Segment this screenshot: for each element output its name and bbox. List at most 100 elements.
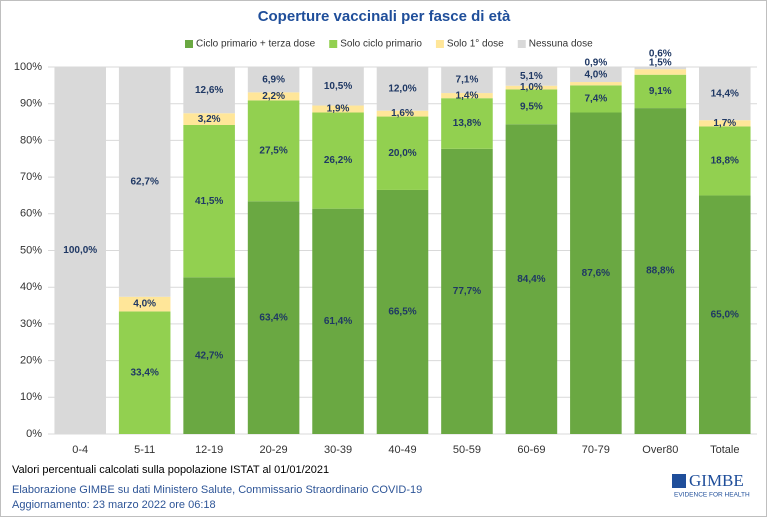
x-tick-label: 20-29: [260, 444, 288, 456]
value-label: 1,4%: [456, 90, 479, 101]
bar-segment: [505, 89, 558, 125]
bar-segment: [247, 201, 300, 434]
x-tick-label: Over80: [642, 444, 678, 456]
value-label: 65,0%: [711, 309, 739, 320]
y-tick-label: 20%: [20, 355, 42, 367]
x-tick-label: Totale: [710, 444, 739, 456]
bar-segment: [441, 67, 493, 94]
bar-segment: [634, 69, 687, 75]
bar-segment: [118, 66, 171, 297]
bar-segment: [376, 116, 429, 190]
value-label: 88,8%: [646, 266, 674, 277]
bar-segment: [634, 67, 687, 70]
value-label: 3,2%: [198, 114, 221, 125]
y-tick-label: 60%: [20, 208, 42, 220]
y-tick-label: 30%: [20, 318, 42, 330]
value-label: 14,4%: [711, 88, 739, 99]
bar-segment: [118, 311, 171, 434]
bar-segment: [312, 105, 364, 113]
x-tick-label: 60-69: [517, 444, 545, 456]
value-label: 100,0%: [63, 245, 97, 256]
bar-segment: [376, 66, 429, 111]
value-label: 1,0%: [520, 82, 543, 93]
value-label: 4,0%: [133, 299, 156, 310]
y-tick-label: 0%: [26, 428, 42, 440]
chart-title: Coperture vaccinali per fasce di età: [258, 8, 511, 25]
bar-segment: [376, 189, 429, 434]
legend-swatch: [329, 40, 338, 48]
bar-segment: [54, 67, 107, 434]
value-label: 9,1%: [649, 86, 672, 97]
bar-segment: [312, 67, 364, 106]
value-label: 20,0%: [388, 148, 416, 159]
bar-segment: [698, 126, 751, 196]
value-label: 77,7%: [453, 286, 481, 297]
x-tick-label: 70-79: [582, 444, 610, 456]
y-tick-label: 70%: [20, 171, 42, 183]
bar-segment: [441, 98, 493, 149]
bar-segment: [247, 67, 300, 93]
value-label: 0,6%: [649, 49, 672, 60]
legend-label: Ciclo primario + terza dose: [196, 39, 316, 50]
value-label: 26,2%: [324, 155, 352, 166]
logo: GIMBE EVIDENCE FOR HEALTH: [672, 471, 750, 499]
bar-segment: [247, 100, 300, 202]
bar-segment: [698, 67, 751, 121]
value-label: 7,4%: [584, 94, 607, 105]
x-tick-label: 50-59: [453, 444, 481, 456]
value-label: 1,5%: [649, 58, 672, 69]
value-label: 1,6%: [391, 108, 414, 119]
value-label: 27,5%: [259, 146, 287, 157]
value-label: 1,7%: [713, 118, 736, 129]
bar-segment: [183, 67, 235, 114]
value-label: 12,0%: [388, 83, 416, 94]
value-label: 63,4%: [259, 312, 287, 323]
value-label: 87,6%: [582, 268, 610, 279]
value-label: 33,4%: [131, 367, 159, 378]
bar-segment: [505, 85, 558, 90]
y-tick-label: 10%: [20, 391, 42, 403]
x-tick-label: 30-39: [324, 444, 352, 456]
value-label: 66,5%: [388, 307, 416, 318]
bar-segment: [634, 108, 687, 434]
value-label: 12,6%: [195, 85, 223, 96]
note: Valori percentuali calcolati sulla popol…: [12, 464, 329, 476]
x-tick-label: 40-49: [388, 444, 416, 456]
value-label: 9,5%: [520, 101, 543, 112]
legend-swatch: [435, 40, 444, 48]
legend-label: Solo 1° dose: [447, 39, 504, 50]
logo-icon: [672, 474, 686, 488]
bar-segment: [247, 92, 300, 101]
value-label: 4,0%: [584, 69, 607, 80]
value-label: 42,7%: [195, 350, 223, 361]
value-label: 6,9%: [262, 74, 285, 85]
legend-label: Nessuna dose: [529, 39, 593, 50]
bar-segment: [183, 277, 235, 434]
value-label: 5,1%: [520, 71, 543, 82]
value-label: 84,4%: [517, 274, 545, 285]
value-label: 18,8%: [711, 156, 739, 167]
bar-segment: [570, 112, 622, 435]
bar-segment: [505, 67, 558, 86]
y-tick-label: 100%: [14, 61, 42, 73]
y-tick-label: 80%: [20, 134, 42, 146]
value-label: 2,2%: [262, 91, 285, 102]
x-tick-label: 12-19: [195, 444, 223, 456]
bar-segment: [183, 113, 235, 125]
value-label: 0,9%: [584, 58, 607, 69]
bar-segment: [312, 208, 364, 434]
value-label: 10,5%: [324, 81, 352, 92]
bar-segment: [505, 124, 558, 434]
value-label: 62,7%: [131, 176, 159, 187]
bar-segment: [570, 67, 622, 83]
y-tick-label: 90%: [20, 98, 42, 110]
note: Aggiornamento: 23 marzo 2022 ore 06:18: [12, 499, 216, 511]
note: Elaborazione GIMBE su dati Ministero Sal…: [12, 484, 422, 496]
bar-segment: [312, 112, 364, 209]
legend-label: Solo ciclo primario: [340, 39, 422, 50]
bar-segment: [698, 195, 751, 434]
bar-segment: [376, 110, 429, 117]
bar-segment: [183, 124, 235, 278]
value-label: 41,5%: [195, 196, 223, 207]
bar-segment: [634, 74, 687, 109]
